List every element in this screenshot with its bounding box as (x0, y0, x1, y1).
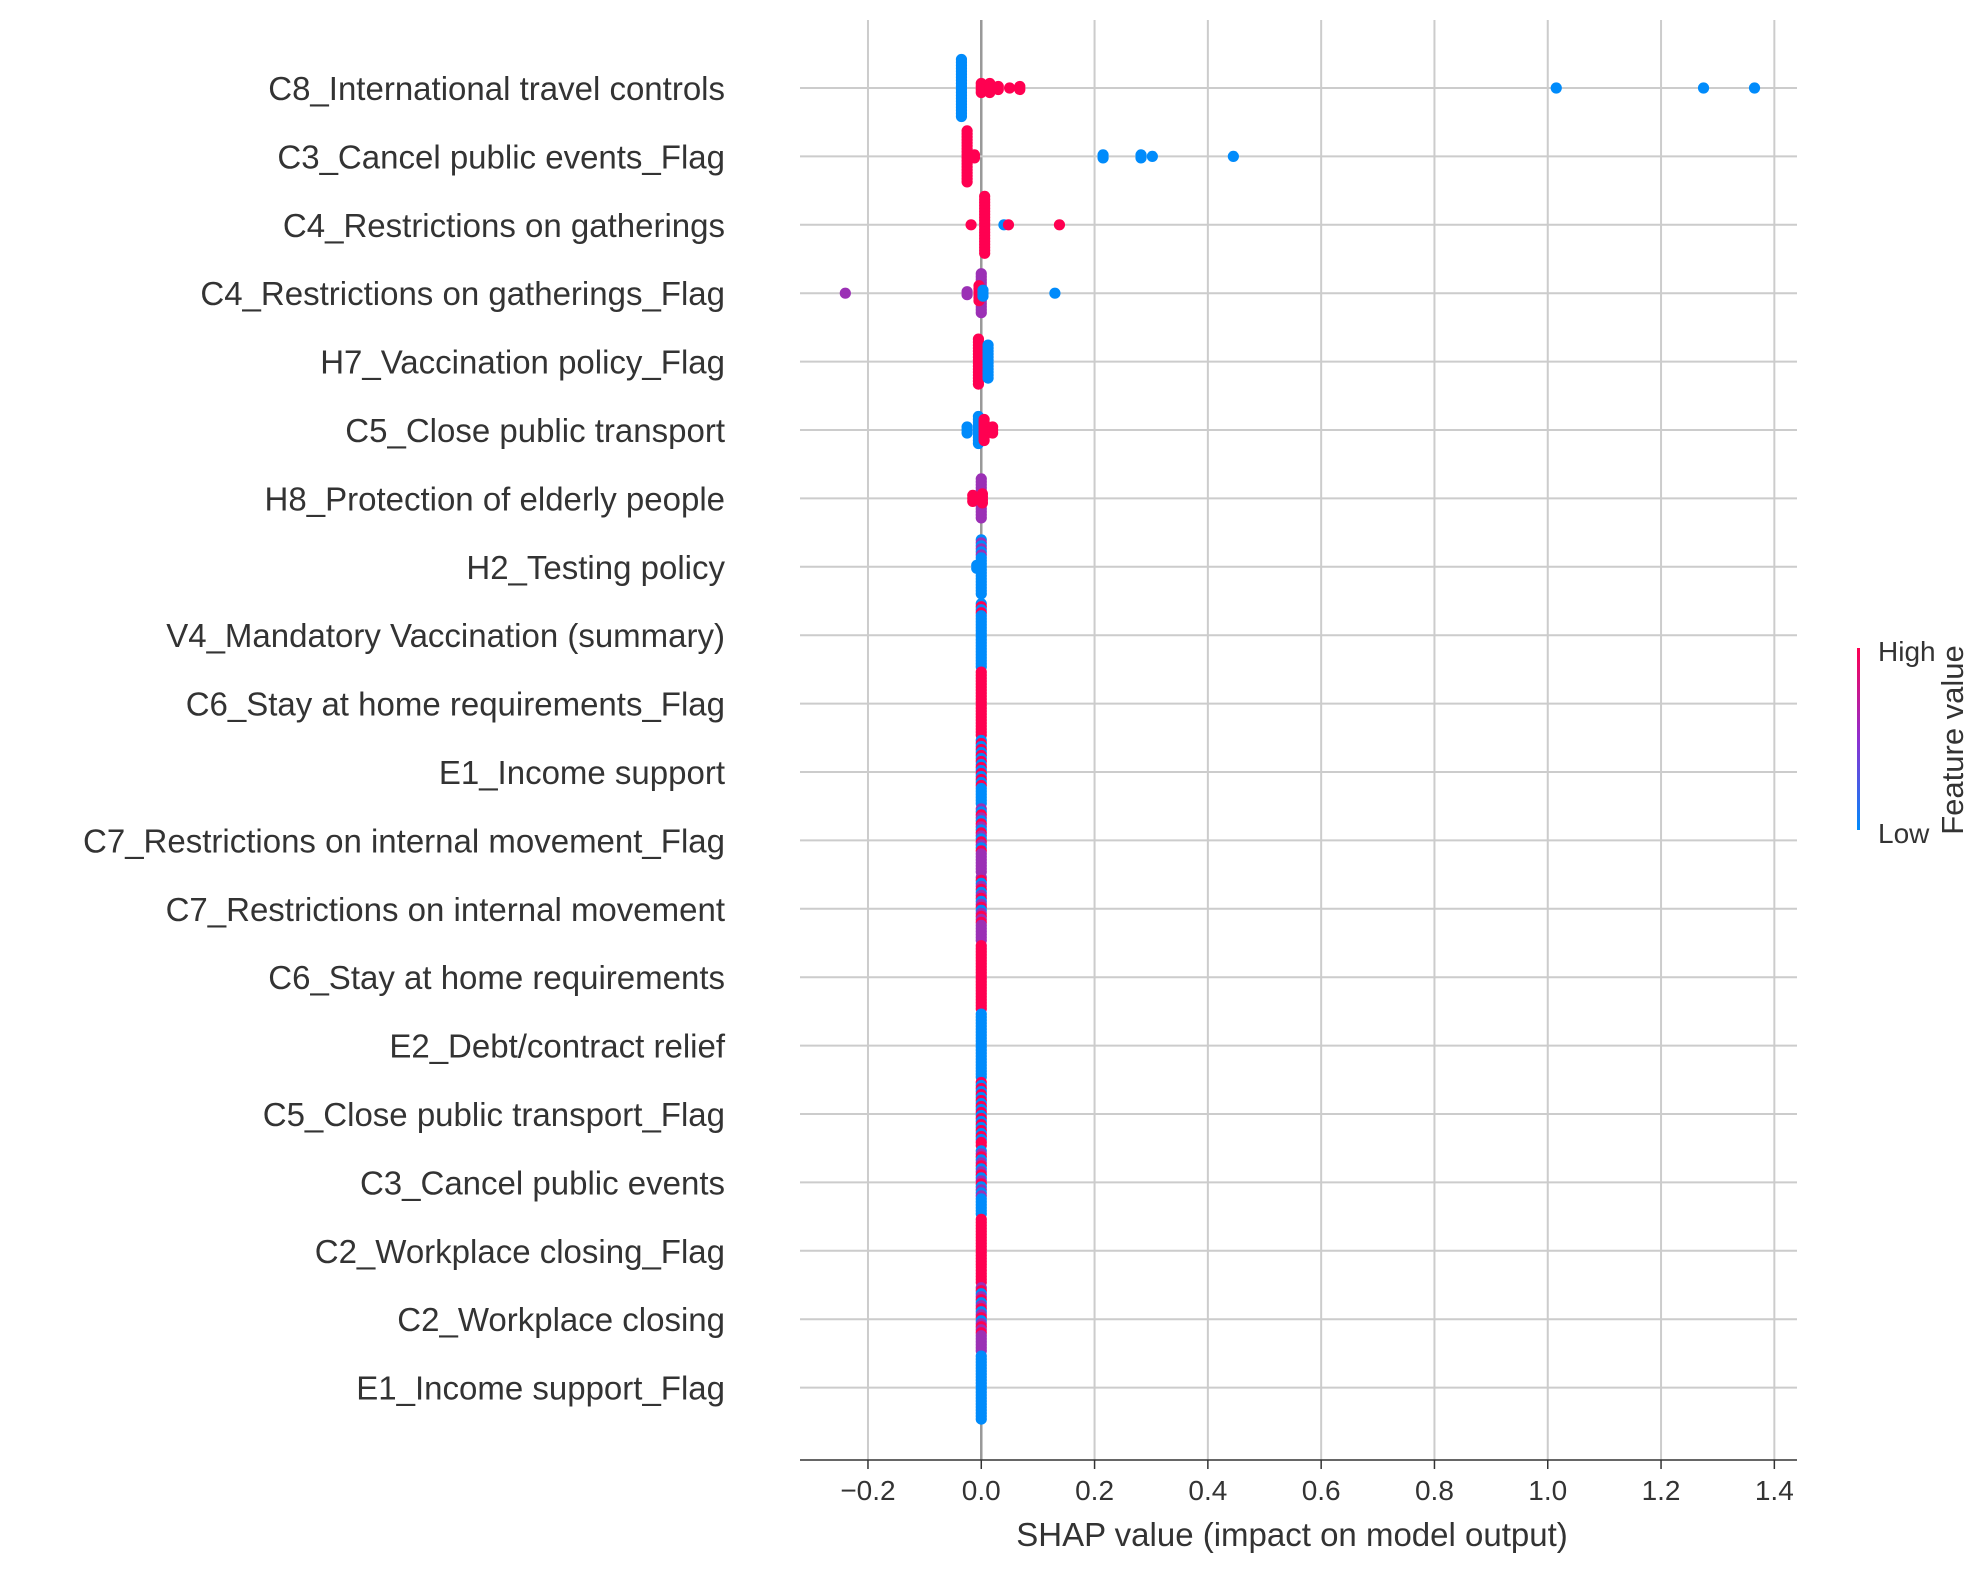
grid (800, 20, 1797, 1460)
shap-point (975, 1413, 987, 1425)
feature-label: C8_International travel controls (268, 70, 725, 107)
feature-label: H2_Testing policy (466, 549, 725, 586)
shap-point (961, 427, 973, 439)
feature-points (972, 333, 994, 390)
shap-point (992, 83, 1004, 96)
feature-label: C4_Restrictions on gatherings_Flag (200, 275, 725, 312)
x-axis-label: SHAP value (impact on model output) (1016, 1516, 1568, 1553)
shap-point (1053, 219, 1066, 231)
x-tick-label: 0.0 (962, 1475, 1001, 1506)
shap-point (975, 86, 987, 99)
feature-label: V4_Mandatory Vaccination (summary) (166, 617, 725, 654)
feature-label: C7_Restrictions on internal movement_Fla… (83, 822, 725, 859)
shap-point (1002, 219, 1015, 231)
feature-label: E1_Income support_Flag (356, 1370, 725, 1407)
feature-points (961, 410, 999, 450)
shap-point (982, 372, 994, 384)
shap-point (987, 427, 999, 439)
feature-label: C7_Restrictions on internal movement (166, 891, 725, 928)
feature-points (975, 734, 987, 810)
feature-points (965, 190, 1066, 259)
feature-label: H8_Protection of elderly people (265, 480, 725, 517)
feature-label: C5_Close public transport (345, 412, 725, 449)
shap-point (1697, 82, 1710, 94)
shap-point (1748, 82, 1761, 94)
feature-points (975, 871, 987, 946)
x-tick-label: 1.4 (1755, 1475, 1794, 1506)
shap-point (968, 152, 981, 164)
feature-points (975, 666, 987, 741)
feature-points (961, 125, 1239, 188)
shap-point (1227, 150, 1239, 162)
x-tick-label: 0.8 (1415, 1475, 1454, 1506)
feature-points (975, 1282, 987, 1357)
feature-label: H7_Vaccination policy_Flag (320, 344, 725, 381)
shap-point (984, 86, 996, 99)
shap-point (975, 512, 987, 524)
shap-point (976, 497, 989, 509)
colorbar-high-label: High (1878, 636, 1936, 667)
x-tick-label: 0.2 (1075, 1475, 1114, 1506)
shap-point (961, 289, 973, 301)
shap-point (1146, 150, 1158, 162)
feature-points (971, 534, 987, 600)
shap-point (977, 290, 989, 302)
feature-points (975, 803, 987, 878)
shap-point (971, 562, 983, 574)
feature-label: C6_Stay at home requirements_Flag (186, 686, 725, 723)
feature-label: C3_Cancel public events (360, 1164, 725, 1201)
feature-label: E1_Income support (439, 754, 725, 791)
x-tick-label: 1.0 (1528, 1475, 1567, 1506)
feature-label: E2_Debt/contract relief (389, 1028, 726, 1065)
shap-point (1550, 82, 1562, 94)
shap-point (1014, 83, 1026, 96)
colorbar: High Low Feature value (1857, 636, 1970, 849)
feature-points (975, 940, 987, 1015)
feature-label: C2_Workplace closing_Flag (315, 1233, 725, 1270)
feature-points (975, 598, 987, 673)
feature-rows: C8_International travel controls C3_Cance… (83, 53, 1761, 1425)
feature-points (955, 53, 1761, 123)
feature-label: C2_Workplace closing (397, 1301, 725, 1338)
feature-label: C3_Cancel public events_Flag (277, 138, 725, 175)
shap-point (961, 176, 973, 188)
feature-points (975, 1350, 987, 1425)
x-tick-label: −0.2 (840, 1475, 895, 1506)
feature-points (975, 1213, 987, 1288)
feature-label: C4_Restrictions on gatherings (283, 207, 725, 244)
x-tick-label: 1.2 (1642, 1475, 1681, 1506)
shap-point (967, 495, 979, 507)
shap-point (1135, 152, 1147, 164)
shap-point (979, 247, 991, 259)
shap-point (978, 434, 990, 447)
colorbar-low-label: Low (1878, 818, 1930, 849)
feature-points (839, 268, 1061, 319)
x-tick-label: 0.4 (1188, 1475, 1227, 1506)
shap-point (839, 287, 851, 299)
feature-points (975, 1145, 987, 1220)
feature-points (967, 473, 989, 524)
x-tick-label: 0.6 (1302, 1475, 1341, 1506)
shap-point (965, 219, 977, 231)
shap-point (1097, 152, 1109, 164)
colorbar-gradient (1857, 648, 1860, 830)
feature-label: C6_Stay at home requirements (268, 959, 725, 996)
feature-points (975, 1008, 987, 1083)
shap-point (955, 110, 968, 123)
shap-point (1049, 287, 1061, 299)
shap-point (1003, 82, 1016, 94)
x-axis: −0.2 0.0 0.2 0.4 0.6 0.8 1.0 1.2 1.4 (800, 1459, 1797, 1506)
shap-point (972, 378, 985, 390)
feature-label: C5_Close public transport_Flag (263, 1096, 725, 1133)
colorbar-title: Feature value (1935, 645, 1970, 835)
feature-points (975, 1076, 987, 1152)
shap-point (975, 588, 987, 600)
shap-point (975, 307, 987, 319)
